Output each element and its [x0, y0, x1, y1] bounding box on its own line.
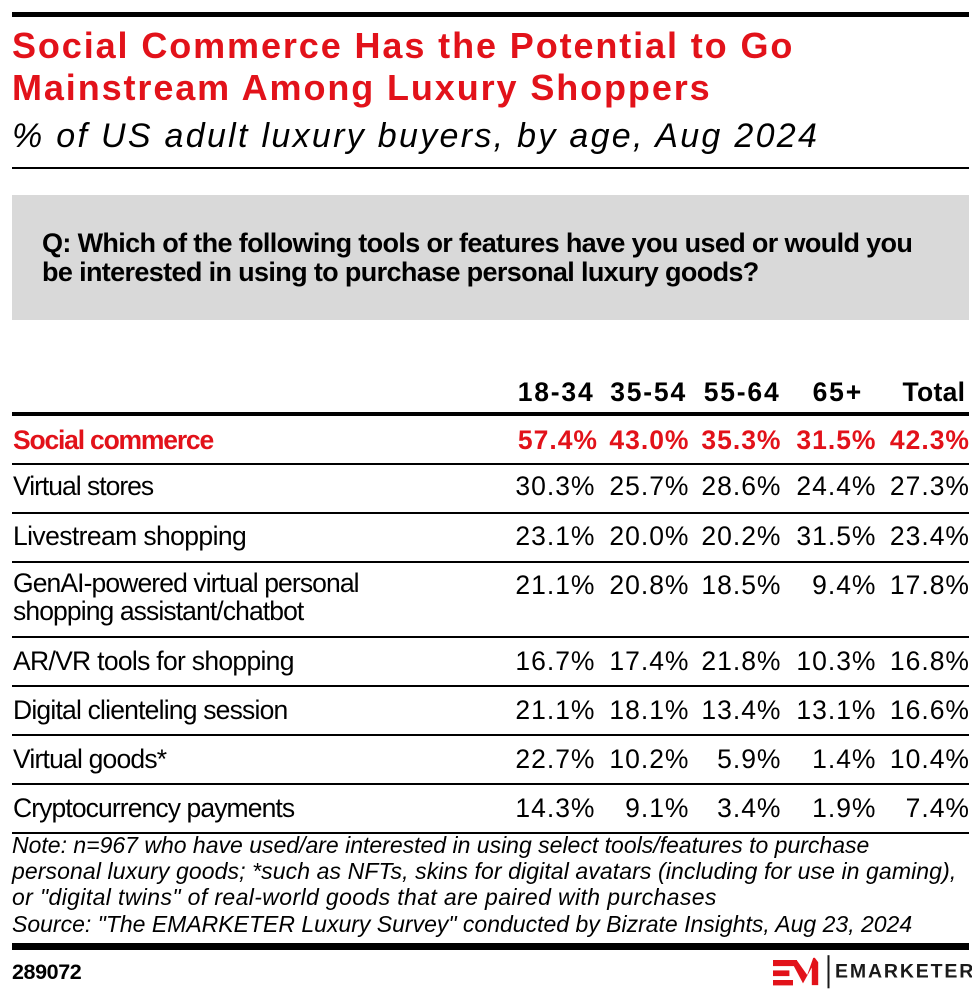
svg-text:EMARKETER: EMARKETER	[835, 960, 972, 982]
